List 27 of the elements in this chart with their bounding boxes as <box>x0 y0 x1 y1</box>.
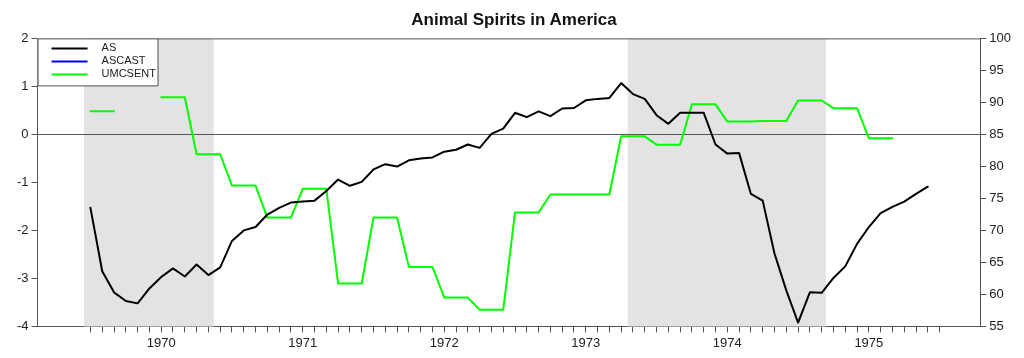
x-tick-label: 1973 <box>571 334 601 350</box>
y2-tick-label: 90 <box>989 93 1004 109</box>
x-tick-label: 1972 <box>429 334 459 350</box>
y2-tick-label: 80 <box>989 157 1004 173</box>
y2-tick-label: 70 <box>989 221 1004 237</box>
chart-title: Animal Spirits in America <box>411 9 618 29</box>
y-tick-label: 0 <box>21 125 29 141</box>
x-tick-label: 1971 <box>288 334 318 350</box>
y-tick-label: -2 <box>17 221 29 237</box>
y2-tick-label: 55 <box>989 317 1004 333</box>
x-tick-label: 1975 <box>854 334 884 350</box>
y-tick-label: 1 <box>21 77 29 93</box>
legend-label: UMCSENT <box>101 67 157 80</box>
y2-tick-label: 85 <box>989 125 1004 141</box>
x-tick-label: 1970 <box>146 334 176 350</box>
legend-label: ASCAST <box>101 54 146 67</box>
y2-tick-label: 60 <box>989 285 1004 301</box>
legend-label: AS <box>101 41 117 54</box>
y2-tick-label: 75 <box>989 189 1004 205</box>
y2-tick-label: 95 <box>989 61 1004 77</box>
y2-tick-label: 100 <box>989 29 1012 45</box>
y2-tick-label: 65 <box>989 253 1004 269</box>
y-tick-label: -4 <box>17 317 29 333</box>
x-tick-label: 1974 <box>712 334 742 350</box>
y-tick-label: 2 <box>21 29 29 45</box>
y-tick-label: -3 <box>17 269 29 285</box>
y-tick-label: -1 <box>17 173 29 189</box>
